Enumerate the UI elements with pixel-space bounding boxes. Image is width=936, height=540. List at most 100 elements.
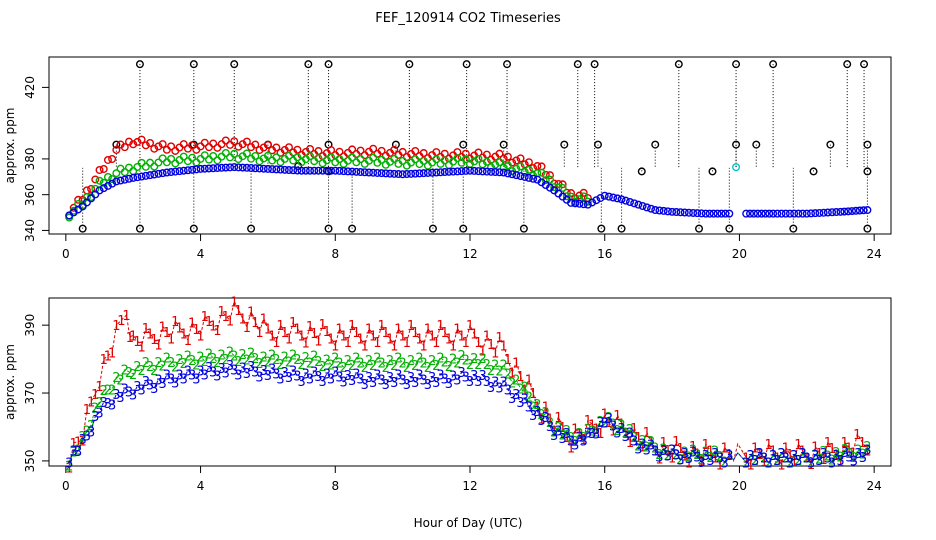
series-marker: 3 [622,430,630,445]
series-marker: 3 [154,374,162,389]
data-point [196,164,205,173]
series-marker: 2 [369,359,377,374]
series-marker: 2 [272,353,280,368]
data-point [327,166,336,175]
series-marker: 3 [108,399,116,414]
series-marker: 2 [491,358,499,373]
data-point [516,154,525,163]
data-point [335,166,344,175]
series-marker: 1 [491,346,499,361]
y-tick-label: 380 [23,147,37,170]
series-marker: 3 [65,456,73,471]
data-point [680,208,689,217]
series-marker: 3 [647,438,655,453]
data-point [238,163,247,172]
series-marker: 2 [751,454,759,469]
series-marker: 2 [188,354,196,369]
series-marker: 3 [609,419,617,434]
series-marker: 3 [716,452,724,467]
series-marker: 3 [213,370,221,385]
data-point [851,206,860,215]
series-marker: 1 [815,447,823,462]
series-marker: 2 [365,354,373,369]
series-marker: 2 [634,439,642,454]
series-marker: 2 [655,448,663,463]
series-marker: 1 [323,325,331,340]
series-marker: 2 [782,452,790,467]
data-point [621,196,630,205]
data-point [230,163,239,172]
data-point [263,164,272,173]
series-marker: 2 [205,347,213,362]
series-marker: 3 [352,367,360,382]
series-marker: 1 [260,312,268,327]
data-point [625,197,634,206]
data-point [280,165,289,174]
data-point [108,179,117,188]
series-marker: 2 [297,358,305,373]
series-marker: 3 [369,376,377,391]
x-tick-label: 20 [732,247,747,261]
spike-point [459,140,468,149]
series-marker: 2 [243,353,251,368]
series-marker: 3 [655,450,663,465]
data-point [314,166,323,175]
series-marker: 1 [87,396,95,411]
series-marker: 1 [689,440,697,455]
series-marker: 2 [137,364,145,379]
series-marker: 2 [845,447,853,462]
x-tick-label: 8 [331,479,339,493]
series-marker: 3 [398,373,406,388]
series-marker: 2 [803,452,811,467]
data-point [769,209,778,218]
series-marker: 1 [348,319,356,334]
series-marker: 1 [398,329,406,344]
data-point [377,169,386,178]
series-marker: 1 [264,323,272,338]
series-marker: 3 [537,414,545,429]
spike-point [135,224,144,233]
data-point [819,208,828,217]
series-marker: 3 [272,368,280,383]
data-point [175,167,184,176]
series-marker: 2 [108,383,116,398]
data-point [753,209,762,218]
series-marker: 3 [756,447,764,462]
data-point [394,170,403,179]
series-marker: 3 [764,456,772,471]
data-point [571,199,580,208]
series-marker: 1 [386,333,394,348]
series-marker: 3 [811,449,819,464]
data-point [651,206,660,215]
series-marker: 1 [807,458,815,473]
data-point [293,153,302,162]
data-point [520,160,529,169]
series-marker: 2 [234,355,242,370]
series-marker: 3 [747,449,755,464]
x-tick-label: 0 [62,247,70,261]
series-marker: 1 [554,411,562,426]
data-point [154,158,163,167]
data-point [470,166,479,175]
data-point [95,186,104,195]
data-point [284,143,293,152]
series-marker: 3 [222,366,230,381]
series-marker: 1 [281,326,289,341]
series-marker: 1 [613,409,621,424]
series-marker: 3 [664,450,672,465]
series-marker: 1 [609,424,617,439]
data-point [348,153,357,162]
series-marker: 2 [558,428,566,443]
series-marker: 2 [129,368,137,383]
series-marker: 1 [742,452,750,467]
series-marker: 2 [331,352,339,367]
series-marker: 1 [819,453,827,468]
series-marker: 2 [850,451,858,466]
data-point [158,140,167,149]
data-point [268,165,277,174]
data-point [124,174,133,183]
series-marker: 3 [470,369,478,384]
spike-point [725,224,734,233]
series-marker: 2 [588,424,596,439]
series-marker: 2 [584,423,592,438]
